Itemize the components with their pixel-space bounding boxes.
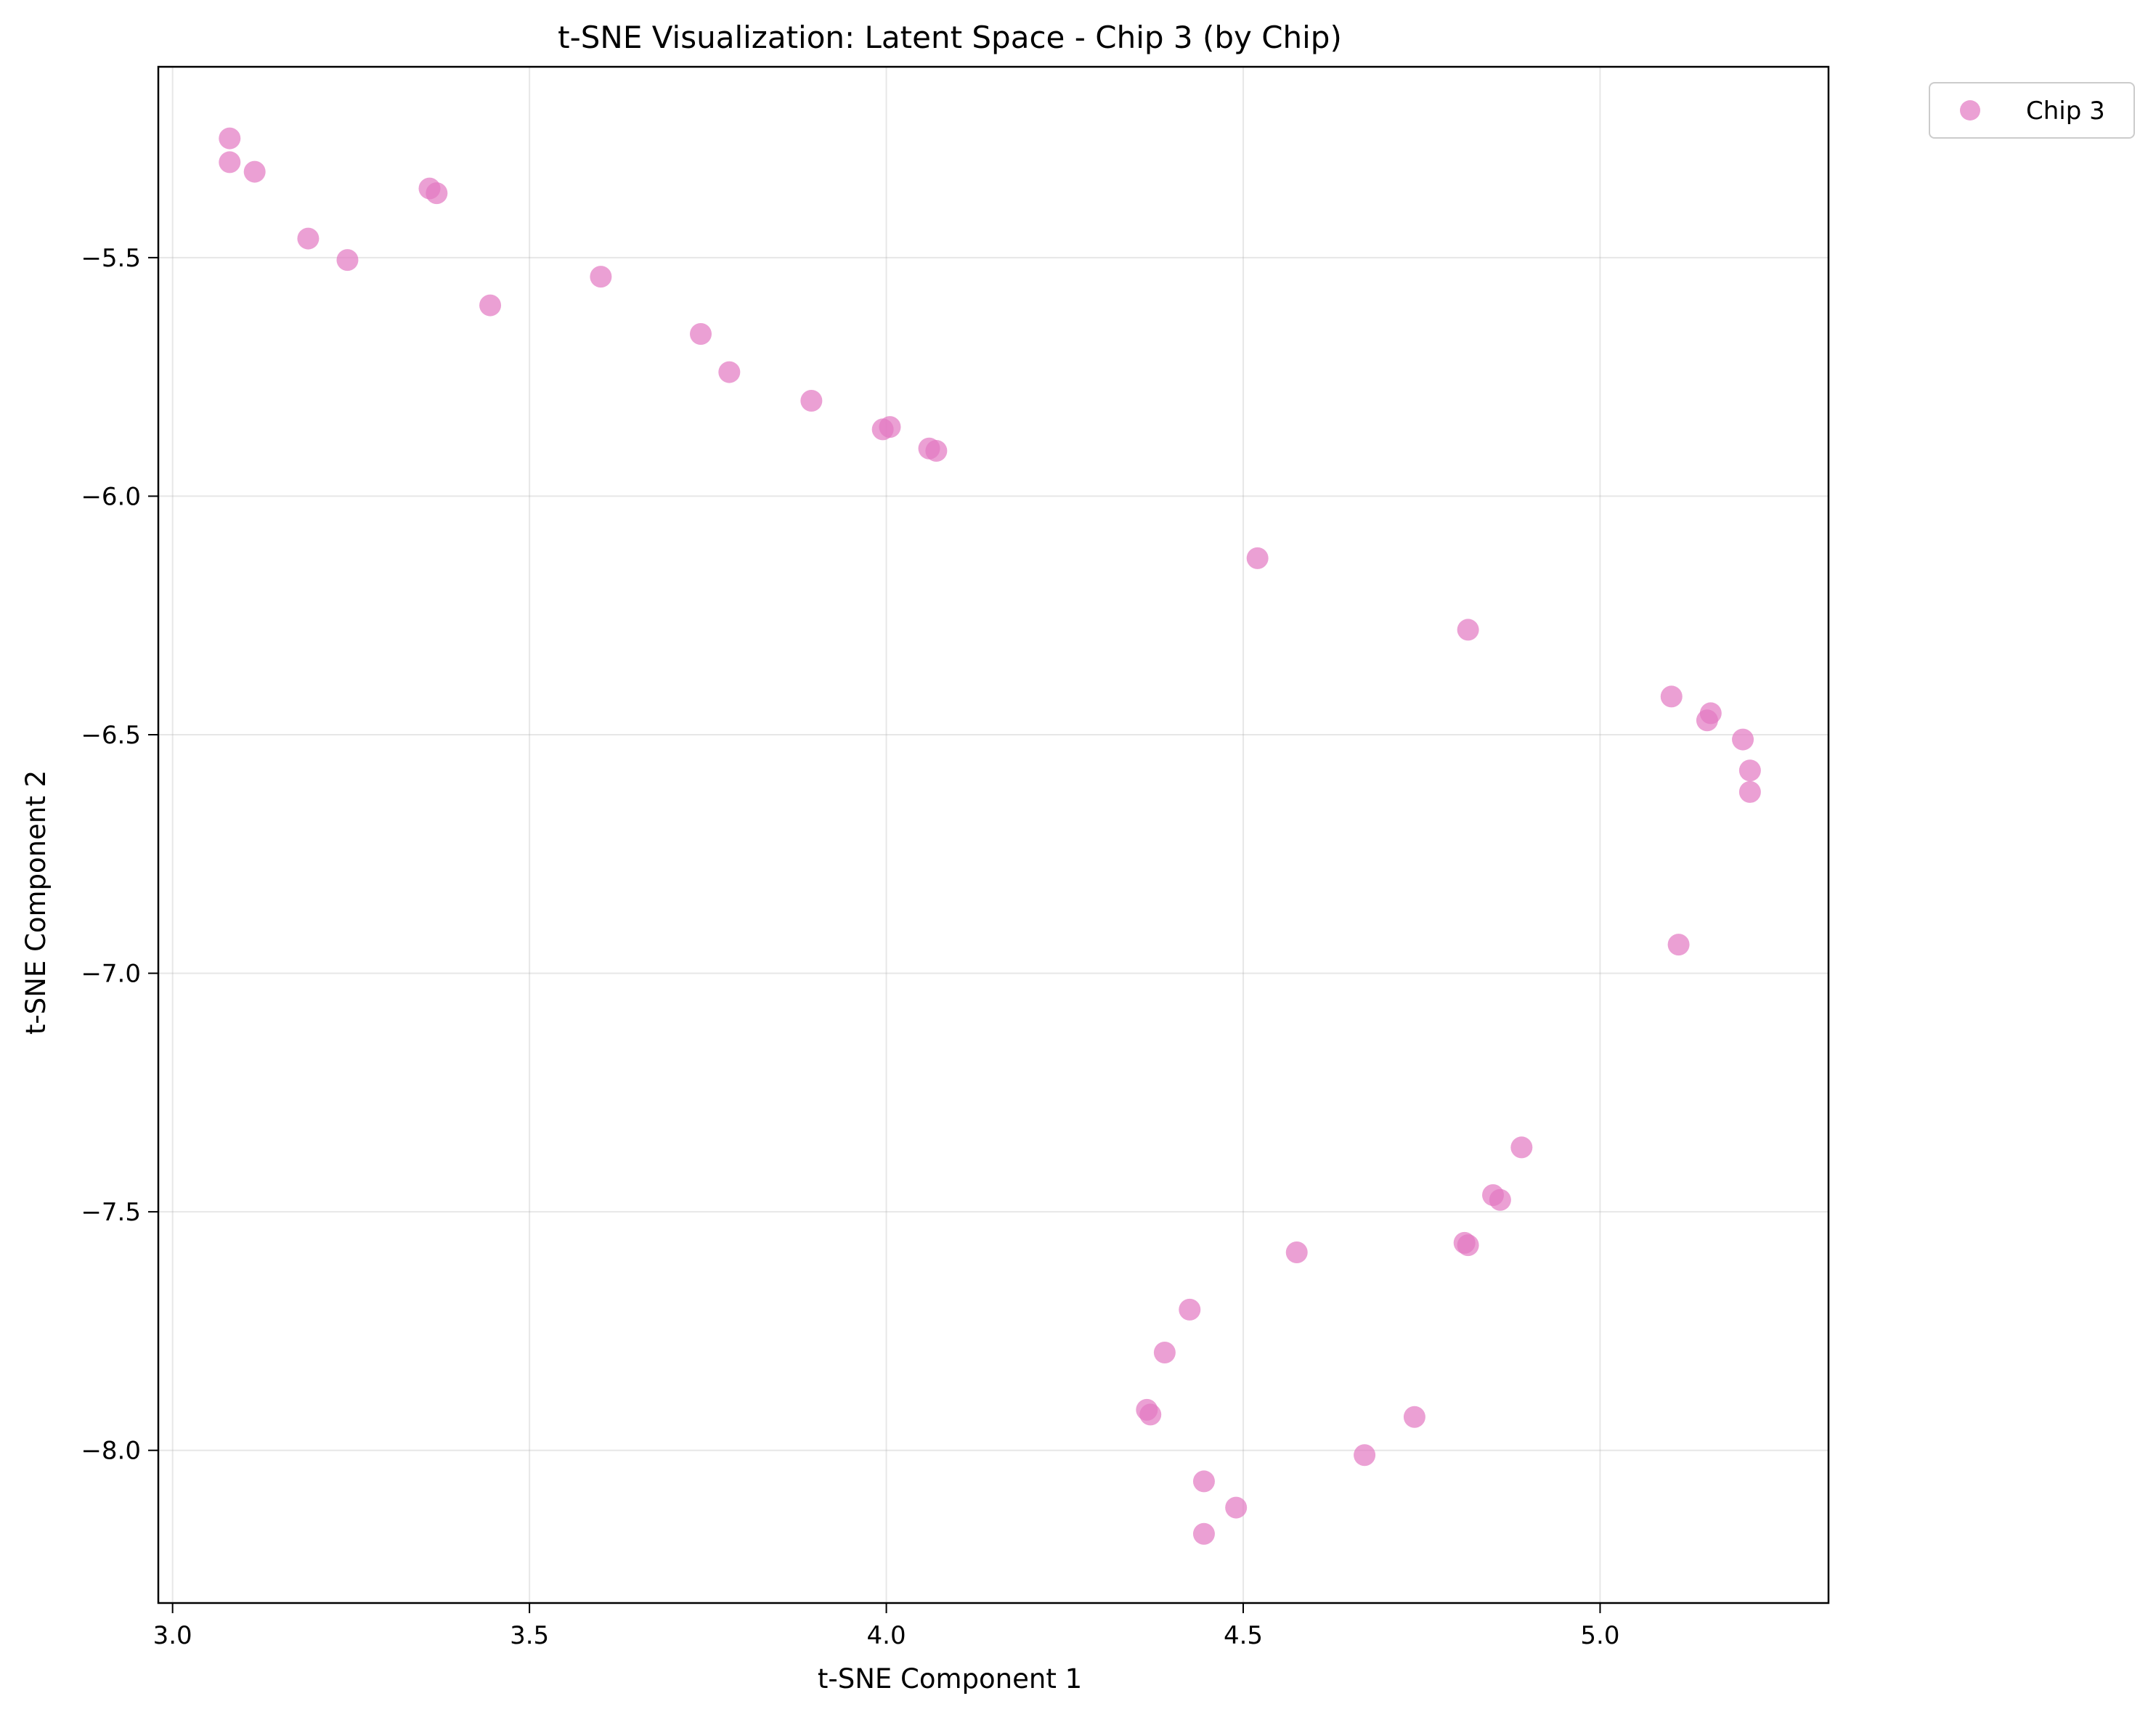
data-point bbox=[1738, 759, 1761, 782]
data-point bbox=[1225, 1496, 1248, 1519]
data-point bbox=[1246, 547, 1269, 569]
x-tick-label: 4.0 bbox=[867, 1621, 906, 1650]
data-point bbox=[1403, 1406, 1425, 1428]
legend-box bbox=[1929, 82, 2135, 139]
data-point bbox=[718, 361, 741, 383]
x-tick-label: 4.5 bbox=[1224, 1621, 1263, 1650]
data-point bbox=[1660, 685, 1683, 708]
data-point bbox=[1192, 1522, 1215, 1545]
data-point bbox=[925, 440, 948, 462]
data-point bbox=[1192, 1470, 1215, 1493]
data-point bbox=[297, 227, 320, 250]
data-point bbox=[1457, 619, 1479, 641]
legend-label: Chip 3 bbox=[2026, 97, 2105, 126]
plot-frame bbox=[157, 65, 1830, 1604]
data-point bbox=[1139, 1403, 1162, 1426]
x-tick-label: 3.0 bbox=[153, 1621, 192, 1650]
data-point bbox=[1732, 728, 1754, 751]
data-point bbox=[1667, 934, 1690, 956]
data-point bbox=[243, 160, 266, 183]
data-point bbox=[690, 323, 712, 345]
chart-title: t-SNE Visualization: Latent Space - Chip… bbox=[558, 20, 1342, 55]
y-tick-label: −5.5 bbox=[81, 244, 141, 273]
grid bbox=[158, 67, 1828, 1603]
y-tick-label: −6.5 bbox=[81, 721, 141, 750]
data-point bbox=[590, 266, 612, 288]
data-point bbox=[1510, 1136, 1533, 1159]
data-point bbox=[879, 416, 901, 439]
data-point bbox=[1738, 780, 1761, 803]
x-tick-label: 3.5 bbox=[510, 1621, 549, 1650]
data-point bbox=[1457, 1234, 1479, 1257]
legend-marker bbox=[1960, 100, 1980, 121]
data-point bbox=[219, 151, 241, 174]
data-point bbox=[1153, 1342, 1176, 1363]
y-tick-label: −8.0 bbox=[81, 1437, 141, 1466]
data-points bbox=[219, 127, 1761, 1545]
data-point bbox=[336, 249, 359, 272]
data-point bbox=[800, 390, 823, 412]
y-tick-label: −7.0 bbox=[81, 960, 141, 989]
data-point bbox=[426, 182, 448, 205]
data-point bbox=[1285, 1241, 1308, 1263]
data-point bbox=[1354, 1444, 1376, 1467]
x-axis-ticks: 3.0 3.5 4.0 4.5 5.0 bbox=[153, 1603, 1620, 1650]
y-tick-label: −6.0 bbox=[81, 482, 141, 511]
data-point bbox=[1489, 1188, 1511, 1211]
x-axis-label: t-SNE Component 1 bbox=[818, 1663, 1082, 1694]
legend: Chip 3 bbox=[1929, 82, 2135, 139]
data-point bbox=[1696, 709, 1718, 732]
data-point bbox=[219, 127, 241, 150]
y-tick-label: −7.5 bbox=[81, 1198, 141, 1227]
y-axis-ticks: −5.5 −6.0 −6.5 −7.0 −7.5 −8.0 bbox=[81, 244, 158, 1466]
x-tick-label: 5.0 bbox=[1580, 1621, 1619, 1650]
data-point bbox=[1179, 1298, 1201, 1321]
y-axis-label: t-SNE Component 2 bbox=[20, 770, 52, 1035]
data-point bbox=[479, 294, 502, 317]
